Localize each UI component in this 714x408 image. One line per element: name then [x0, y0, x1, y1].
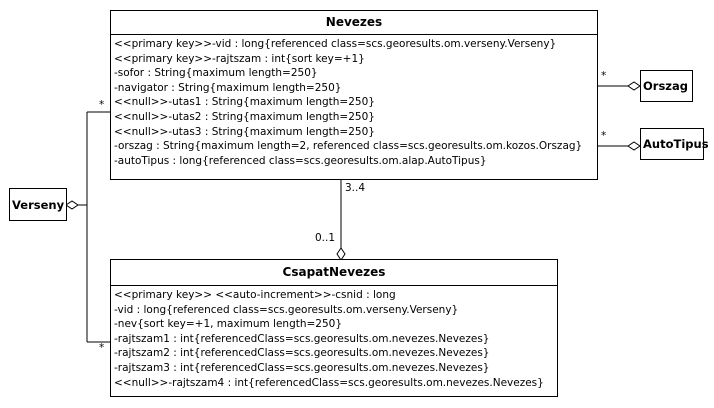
attribute: -nev{sort key=+1, maximum length=250} [114, 318, 343, 331]
aggregation-diamond-orszag [627, 81, 641, 91]
multiplicity-csapat: 0..1 [315, 232, 336, 244]
attribute: <<primary key>>-vid : long{referenced cl… [114, 38, 557, 50]
multiplicity-nevezes: 3..4 [345, 182, 366, 194]
multiplicity-orszag: * [601, 70, 607, 82]
aggregation-diamond-verseny [65, 200, 79, 210]
attribute: -vid : long{referenced class=scs.georesu… [114, 303, 459, 316]
multiplicity-verseny-csapat: * [99, 342, 105, 354]
attribute: <<primary key>>-rajtszam : int{sort key=… [114, 52, 365, 65]
attribute: <<null>>-utas2 : String{maximum length=2… [114, 110, 375, 123]
multiplicity-autotipus: * [601, 130, 607, 142]
class-nevezes[interactable]: Nevezes <<primary key>>-vid : long{refer… [110, 10, 598, 180]
class-orszag-title: Orszag [643, 79, 688, 93]
attribute: -autoTipus : long{referenced class=scs.g… [114, 154, 487, 167]
attribute: -rajtszam2 : int{referencedClass=scs.geo… [114, 347, 490, 360]
class-autotipus-title: AutoTipus [643, 137, 709, 151]
attribute: -sofor : String{maximum length=250} [114, 67, 318, 80]
class-nevezes-attributes: <<primary key>>-vid : long{referenced cl… [111, 35, 597, 168]
class-csapatnevezes-attributes: <<primary key>> <<auto-increment>>-csnid… [111, 286, 557, 390]
attribute: -rajtszam1 : int{referencedClass=scs.geo… [114, 332, 490, 345]
attribute: <<primary key>> <<auto-increment>>-csnid… [114, 289, 396, 301]
attribute: <<null>>-utas3 : String{maximum length=2… [114, 125, 375, 138]
class-nevezes-title: Nevezes [111, 11, 597, 35]
attribute: <<null>>-rajtszam4 : int{referencedClass… [114, 376, 544, 389]
attribute: -navigator : String{maximum length=250} [114, 81, 342, 94]
attribute: <<null>>-utas1 : String{maximum length=2… [114, 96, 375, 109]
class-csapatnevezes[interactable]: CsapatNevezes <<primary key>> <<auto-inc… [110, 259, 558, 397]
class-verseny[interactable]: Verseny [9, 188, 67, 221]
class-autotipus[interactable]: AutoTipus [640, 128, 709, 160]
attribute: -orszag : String{maximum length=2, refer… [114, 140, 583, 153]
class-csapatnevezes-title: CsapatNevezes [111, 260, 557, 286]
class-orszag[interactable]: Orszag [640, 70, 693, 102]
attribute: -rajtszam3 : int{referencedClass=scs.geo… [114, 361, 490, 374]
class-verseny-title: Verseny [12, 197, 65, 212]
multiplicity-verseny-nevezes: * [99, 99, 105, 111]
aggregation-diamond-autotipus [627, 141, 641, 151]
